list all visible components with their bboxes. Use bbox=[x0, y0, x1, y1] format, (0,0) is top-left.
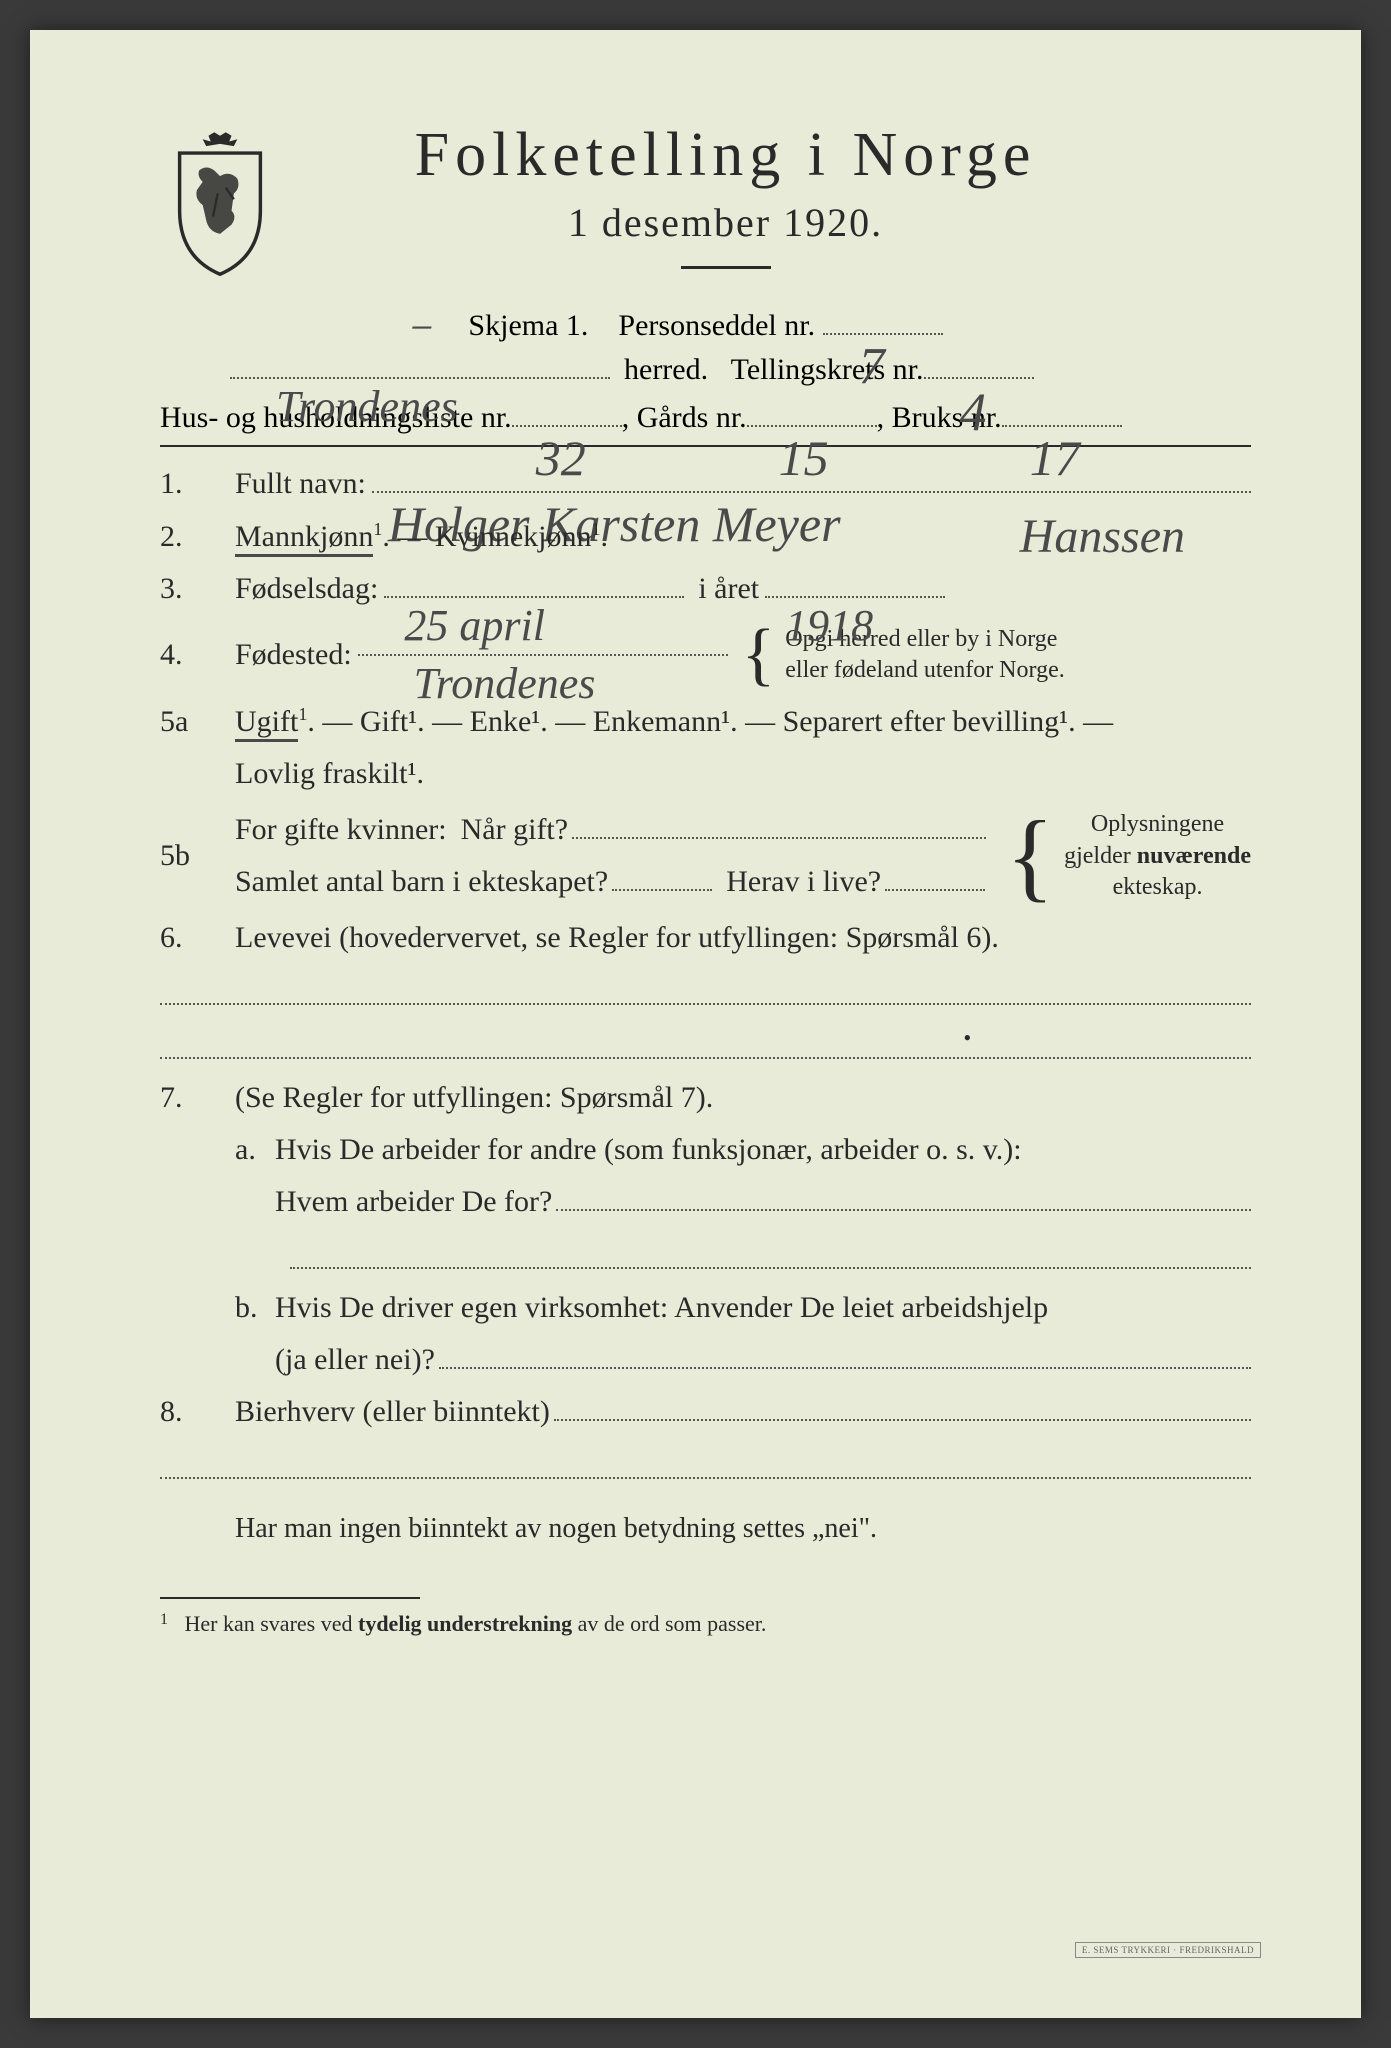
q7-label: (Se Regler for utfyllingen: Spørsmål 7). bbox=[235, 1081, 713, 1114]
divider bbox=[681, 266, 771, 269]
q5b-num: 5b bbox=[160, 839, 235, 873]
q2-num: 2. bbox=[160, 520, 235, 554]
q3-num: 3. bbox=[160, 572, 235, 606]
q8-num: 8. bbox=[160, 1395, 235, 1429]
q1-label: Fullt navn: bbox=[235, 467, 366, 501]
q7a-l1: Hvis De arbeider for andre (som funksjon… bbox=[275, 1133, 1251, 1167]
q5b-label3: Samlet antal barn i ekteskapet? bbox=[235, 865, 608, 899]
q5b: 5b For gifte kvinner: Når gift? Samlet a… bbox=[160, 809, 1251, 903]
q3-year: 1918 bbox=[779, 600, 879, 602]
footnote: 1 Her kan svares ved tydelig understrekn… bbox=[160, 1611, 1251, 1637]
brace-icon: { bbox=[742, 634, 776, 676]
subtitle: 1 desember 1920. bbox=[320, 199, 1131, 246]
q1-value2: Hanssen bbox=[1014, 509, 1191, 564]
printer-mark: E. SEMS TRYKKERI · FREDRIKSHALD bbox=[1075, 1942, 1261, 1958]
q5a: 5a Ugift1. — Gift¹. — Enke¹. — Enkemann¹… bbox=[160, 704, 1251, 791]
q5a-line2: Lovlig fraskilt¹. bbox=[235, 757, 1251, 791]
q8-blank bbox=[160, 1447, 1251, 1479]
q2-mannkjonn: Mannkjønn bbox=[235, 520, 373, 557]
herred-name: Trondenes bbox=[270, 381, 464, 383]
q6-blank-2: • bbox=[160, 1027, 1251, 1059]
q5a-ugift: Ugift bbox=[235, 705, 298, 742]
skjema-prefix: Skjema 1. bbox=[468, 309, 588, 342]
personseddel-label: Personseddel nr. bbox=[618, 309, 815, 342]
q6: 6. Levevei (hovedervervet, se Regler for… bbox=[160, 921, 1251, 955]
q5b-label2: Når gift? bbox=[461, 813, 568, 847]
q5a-rest: . — Gift¹. — Enke¹. — Enkemann¹. — Separ… bbox=[307, 705, 1113, 738]
q7a-l2: Hvem arbeider De for? bbox=[275, 1185, 552, 1219]
q7a-blank bbox=[290, 1237, 1251, 1269]
tellingskrets-label: Tellingskrets nr. bbox=[731, 353, 924, 387]
q7: 7. (Se Regler for utfyllingen: Spørsmål … bbox=[160, 1081, 1251, 1115]
q5b-note-l2: gjelder nuværende bbox=[1064, 841, 1251, 872]
q7b: b. Hvis De driver egen virksomhet: Anven… bbox=[160, 1291, 1251, 1377]
q7b-l2: (ja eller nei)? bbox=[275, 1343, 435, 1377]
q4-label: Fødested: bbox=[235, 638, 352, 672]
gards-label: , Gårds nr. bbox=[622, 401, 747, 435]
q8: 8. Bierhverv (eller biinntekt) bbox=[160, 1395, 1251, 1429]
personseddel-nr: 7 bbox=[853, 337, 891, 339]
tellingskrets-nr: 4 bbox=[954, 381, 993, 383]
rule-1 bbox=[160, 445, 1251, 447]
gards-nr: 15 bbox=[773, 429, 835, 431]
q5b-label1: For gifte kvinner: bbox=[235, 813, 447, 847]
coat-of-arms-icon bbox=[160, 130, 280, 280]
q3: 3. Fødselsdag: 25 april i året 1918 bbox=[160, 572, 1251, 606]
q1: 1. Fullt navn: Holger Karsten Meyer bbox=[160, 467, 1251, 501]
q4-value: Trondenes bbox=[408, 658, 602, 660]
bottom-note: Har man ingen biinntekt av nogen betydni… bbox=[160, 1501, 1251, 1557]
q7-num: 7. bbox=[160, 1081, 235, 1115]
title-block: Folketelling i Norge 1 desember 1920. bbox=[320, 120, 1251, 299]
census-form-page: Folketelling i Norge 1 desember 1920. ⎯ … bbox=[30, 30, 1361, 2018]
q7a-letter: a. bbox=[235, 1133, 275, 1167]
q5b-note-l1: Oplysningene bbox=[1064, 809, 1251, 840]
q4-note-l2: eller fødeland utenfor Norge. bbox=[785, 655, 1064, 686]
herred-label: herred. bbox=[624, 353, 708, 387]
q4-num: 4. bbox=[160, 638, 235, 672]
q2: 2. Mannkjønn1. — Kvinnekjønn1. Hanssen bbox=[160, 519, 1251, 554]
q3-year-label: i året bbox=[698, 572, 759, 606]
q7b-letter: b. bbox=[235, 1291, 275, 1325]
main-title: Folketelling i Norge bbox=[320, 120, 1131, 191]
herred-line: Trondenes herred. Tellingskrets nr. 4 bbox=[160, 353, 1251, 387]
q5a-num: 5a bbox=[160, 705, 235, 739]
bruks-nr: 17 bbox=[1024, 429, 1086, 431]
q5b-note-l3: ekteskap. bbox=[1064, 872, 1251, 903]
q6-blank-1 bbox=[160, 973, 1251, 1005]
skjema-line: ⎯ Skjema 1. Personseddel nr. 7 bbox=[160, 309, 1251, 343]
brace-icon: { bbox=[1006, 826, 1054, 886]
q5b-label4: Herav i live? bbox=[726, 865, 881, 899]
footnote-num: 1 bbox=[160, 1611, 168, 1628]
q6-label: Levevei (hovedervervet, se Regler for ut… bbox=[235, 921, 999, 954]
q1-value: Holger Karsten Meyer bbox=[382, 495, 847, 497]
q7a: a. Hvis De arbeider for andre (som funks… bbox=[160, 1133, 1251, 1219]
hus-nr: 32 bbox=[530, 429, 592, 431]
q7b-l1: Hvis De driver egen virksomhet: Anvender… bbox=[275, 1291, 1251, 1325]
q5b-note: { Oplysningene gjelder nuværende ekteska… bbox=[1006, 809, 1251, 903]
q3-label: Fødselsdag: bbox=[235, 572, 378, 606]
q4: 4. Fødested: Trondenes { Opgi herred ell… bbox=[160, 624, 1251, 686]
header: Folketelling i Norge 1 desember 1920. bbox=[160, 120, 1251, 299]
footer-rule bbox=[160, 1597, 420, 1599]
q2-kvinnekjonn: Kvinnekjønn bbox=[435, 520, 592, 553]
q6-num: 6. bbox=[160, 921, 235, 955]
q3-day: 25 april bbox=[398, 600, 551, 602]
q8-label: Bierhverv (eller biinntekt) bbox=[235, 1395, 550, 1429]
q1-num: 1. bbox=[160, 467, 235, 501]
